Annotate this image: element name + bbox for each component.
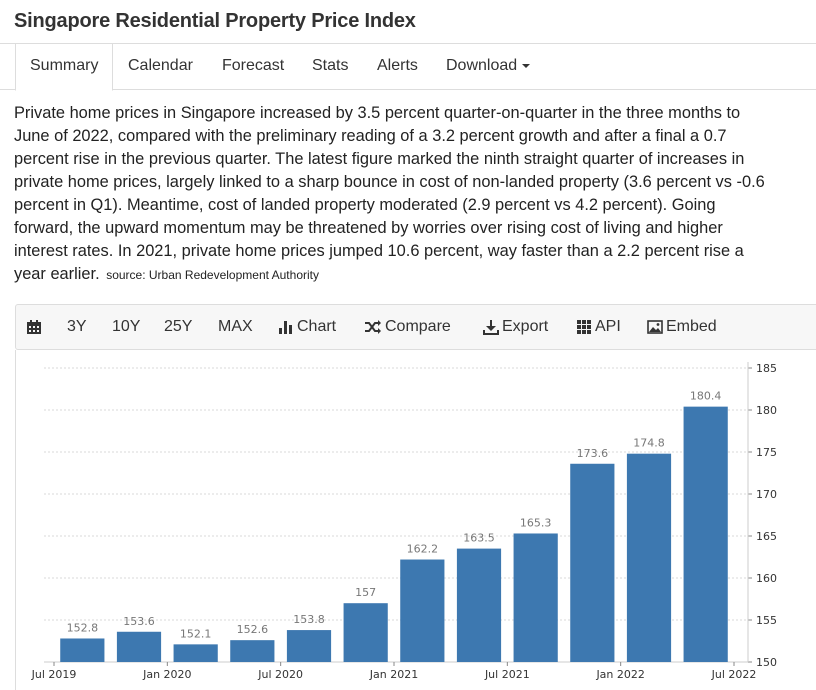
summary-text: Private home prices in Singapore increas…	[14, 104, 816, 290]
tab-bar: Summary Calendar Forecast Stats Alerts D…	[0, 44, 816, 91]
api-label: API	[595, 318, 621, 335]
data-label: 152.1	[180, 627, 212, 640]
data-label: 163.5	[463, 532, 495, 545]
data-label: 152.8	[67, 621, 99, 634]
shuffle-icon	[365, 319, 381, 334]
page-title: Singapore Residential Property Price Ind…	[14, 10, 416, 32]
tab-calendar[interactable]: Calendar	[128, 57, 193, 74]
bar	[513, 533, 558, 662]
tab-forecast[interactable]: Forecast	[222, 57, 285, 74]
compare-button[interactable]: Compare	[364, 305, 451, 349]
summary-line: private home prices, largely linked to a…	[14, 173, 765, 191]
data-label: 180.4	[690, 390, 722, 403]
summary-line: percent in Q1). Meantime, cost of landed…	[14, 196, 716, 214]
y-tick-label: 175	[756, 446, 777, 459]
x-tick-label: Jul 2019	[31, 668, 77, 681]
range-25y-button[interactable]: 25Y	[164, 318, 193, 335]
data-label: 173.6	[577, 447, 609, 460]
chart-toolbar: 3Y 10Y 25Y MAX Chart Compare Export API …	[15, 304, 816, 350]
x-tick-label: Jan 2020	[142, 668, 191, 681]
compare-label: Compare	[385, 318, 451, 335]
tab-summary[interactable]: Summary	[15, 44, 114, 91]
x-tick-label: Jul 2022	[711, 668, 757, 681]
bar	[230, 640, 275, 662]
tab-download[interactable]: Download	[432, 44, 544, 90]
summary-line: Private home prices in Singapore increas…	[14, 104, 741, 122]
bar-chart: 150 155 160 165 170 175 180 185 152.8 153.6 152.1 1…	[31, 362, 777, 681]
data-label: 157	[355, 586, 376, 599]
y-tick-label: 155	[756, 614, 777, 627]
image-icon	[647, 319, 663, 334]
summary-line: forward, the upward momentum may be thre…	[14, 219, 723, 237]
chart-area: 150 155 160 165 170 175 180 185 152.8 153.6 152.1 1…	[15, 350, 816, 690]
x-tick-label: Jan 2022	[595, 668, 644, 681]
summary-line: June of 2022, compared with the prelimin…	[14, 127, 727, 145]
api-button[interactable]: API	[576, 305, 621, 349]
data-label: 152.6	[237, 623, 269, 636]
tab-alerts[interactable]: Alerts	[377, 57, 418, 74]
tab-download-label: Download	[446, 57, 518, 74]
data-label: 174.8	[633, 437, 665, 450]
bar	[173, 644, 218, 662]
y-tick-label: 160	[756, 572, 777, 585]
summary-line: percent rise in the previous quarter. Th…	[14, 150, 745, 168]
bar	[570, 463, 615, 662]
embed-button[interactable]: Embed	[647, 305, 717, 349]
export-button[interactable]: Export	[483, 305, 548, 349]
x-tick-label: Jul 2020	[257, 668, 303, 681]
x-tick-label: Jul 2021	[484, 668, 530, 681]
summary-line-last: year earlier. source: Urban Redevelopmen…	[14, 265, 319, 288]
bar	[343, 603, 388, 662]
bar-chart-icon	[279, 320, 292, 334]
grid-icon	[577, 319, 591, 334]
bar	[116, 631, 162, 662]
bar	[60, 638, 105, 662]
tab-stats[interactable]: Stats	[312, 57, 349, 74]
data-label: 165.3	[520, 516, 552, 529]
y-tick-label: 180	[756, 404, 777, 417]
x-tick-label: Jan 2021	[369, 668, 418, 681]
bar	[286, 630, 332, 662]
bar	[456, 548, 502, 662]
export-label: Export	[502, 318, 549, 335]
y-tick-label: 185	[756, 362, 777, 375]
summary-line: interest rates. In 2021, private home pr…	[14, 242, 744, 260]
bar	[400, 559, 445, 662]
chart-type-label: Chart	[297, 318, 337, 335]
data-label: 153.8	[293, 613, 325, 626]
summary-last-text: year earlier.	[14, 265, 100, 283]
bar	[683, 406, 728, 662]
embed-label: Embed	[666, 318, 717, 335]
data-label: 153.6	[123, 615, 155, 628]
y-tick-label: 150	[756, 656, 777, 669]
range-max-button[interactable]: MAX	[218, 318, 253, 335]
chart-type-button[interactable]: Chart	[278, 305, 336, 349]
download-icon	[483, 319, 499, 335]
calendar-button[interactable]	[26, 305, 45, 349]
range-10y-button[interactable]: 10Y	[112, 318, 141, 335]
source-label: source: Urban Redevelopment Authority	[106, 268, 319, 282]
y-tick-label: 170	[756, 488, 777, 501]
data-label: 162.2	[407, 543, 439, 556]
caret-down-icon	[522, 63, 531, 68]
bar	[626, 453, 672, 662]
y-tick-label: 165	[756, 530, 777, 543]
range-3y-button[interactable]: 3Y	[67, 318, 87, 335]
title-bar: Singapore Residential Property Price Ind…	[0, 0, 816, 44]
calendar-icon	[27, 319, 41, 334]
